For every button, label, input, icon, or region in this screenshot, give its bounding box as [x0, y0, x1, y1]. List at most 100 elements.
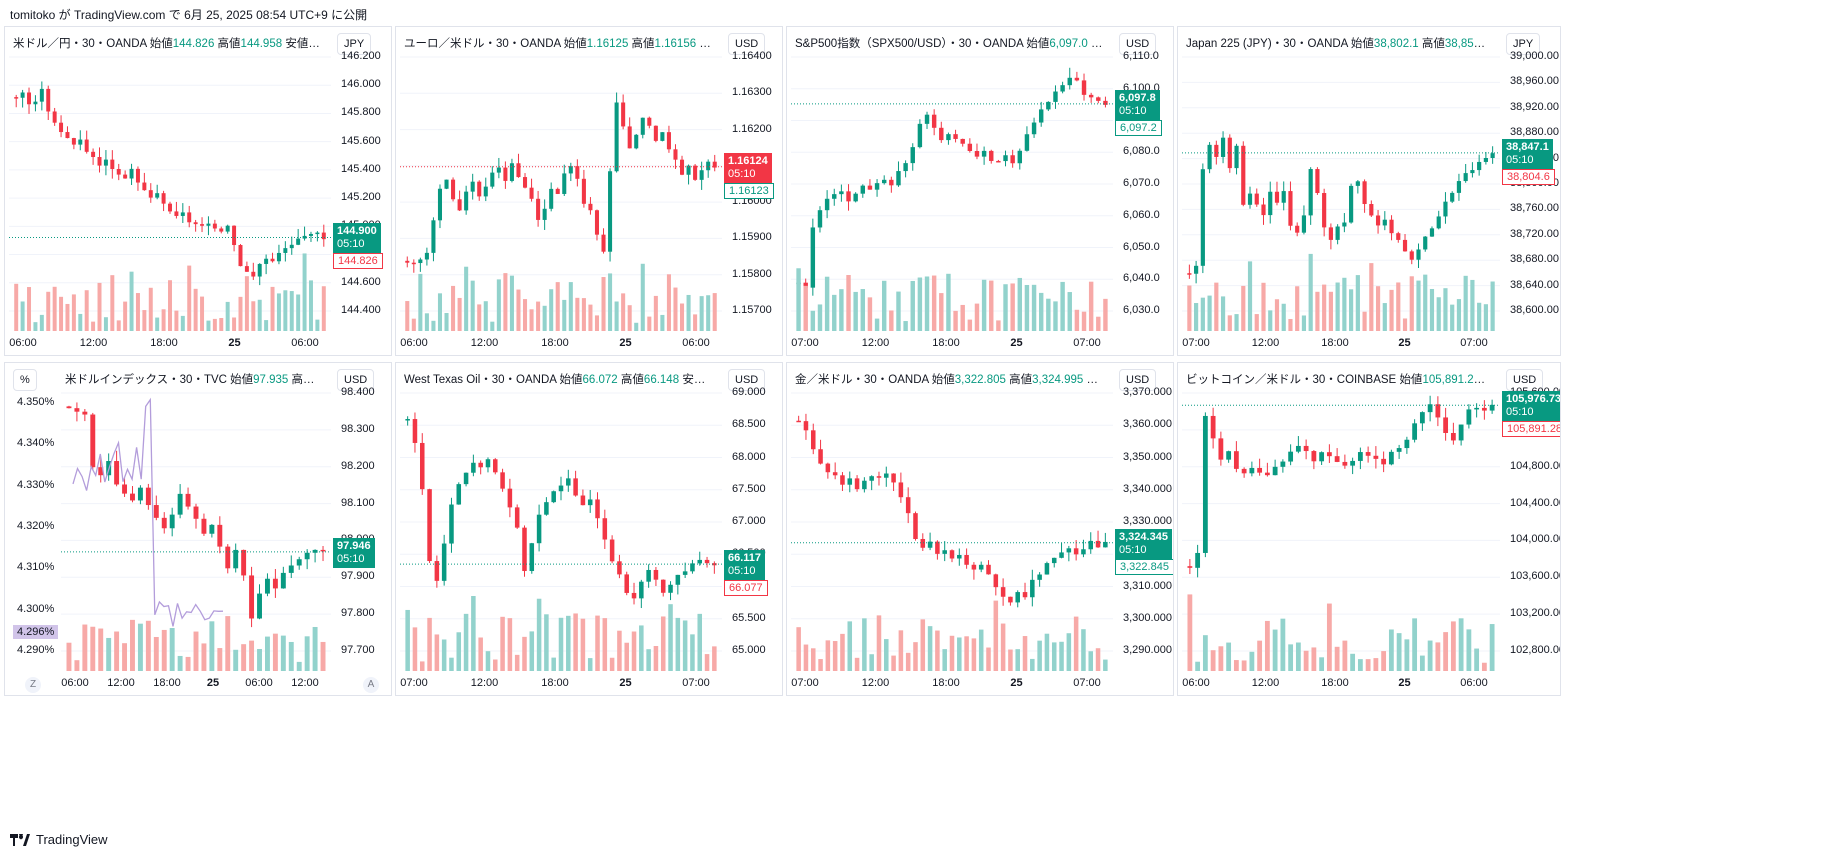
price-chart-spx[interactable]: [787, 27, 1174, 356]
currency-button[interactable]: USD: [337, 369, 375, 391]
price-axis-label: 98.300: [341, 422, 375, 435]
candle-body: [411, 262, 416, 265]
currency-button[interactable]: USD: [1119, 369, 1157, 391]
price-chart-usdjpy[interactable]: [5, 27, 392, 356]
price-chart-wti[interactable]: [396, 363, 783, 696]
price-axis-label: 145.800: [341, 106, 381, 119]
candle-body: [568, 166, 573, 174]
volume-bar: [874, 318, 880, 331]
currency-button[interactable]: JPY: [1506, 33, 1541, 55]
candle-body: [1382, 219, 1387, 226]
volume-bar: [427, 617, 432, 671]
price-chart-dxy[interactable]: [5, 363, 392, 696]
currency-button[interactable]: USD: [728, 33, 766, 55]
candle-body: [405, 419, 410, 421]
candle-body: [1249, 467, 1255, 474]
candle-body: [846, 191, 851, 202]
candle-body: [942, 550, 947, 554]
candle-body: [889, 179, 894, 186]
candle-body: [634, 134, 639, 149]
volume-bar: [1328, 291, 1333, 331]
candle-body: [280, 572, 286, 589]
time-axis-label: 12:00: [107, 677, 135, 689]
volume-bar: [1427, 640, 1433, 671]
candle-body: [1046, 101, 1051, 110]
volume-bar: [1355, 275, 1360, 331]
volume-bar: [1301, 315, 1307, 331]
candle-body: [810, 227, 816, 288]
price-axis-label: 3,310.000: [1123, 579, 1172, 592]
price-axis-label: 1.15800: [732, 267, 772, 280]
last-price-badge: 1.16124 05:10: [724, 152, 772, 183]
candle-body: [924, 114, 930, 124]
volume-bar: [161, 309, 166, 331]
candle-body: [1187, 566, 1193, 568]
candle-body: [1053, 91, 1058, 102]
volume-bar: [1373, 658, 1379, 671]
last-price-badge: 6,097.8 05:10: [1115, 89, 1160, 120]
time-axis-label: 12:00: [1251, 677, 1280, 689]
footer[interactable]: TradingView: [10, 832, 108, 847]
open-value: 105,891.27: [1422, 374, 1480, 386]
chart-panel-usdjpy[interactable]: 米ドル／円・30・OANDA 始値144.826 高値144.958 安値144…: [4, 26, 392, 356]
currency-button[interactable]: USD: [728, 369, 766, 391]
candle-body: [1416, 249, 1421, 260]
price-chart-eurusd[interactable]: [396, 27, 783, 356]
volume-bar: [1194, 303, 1199, 331]
candle-body: [1088, 540, 1094, 550]
currency-button[interactable]: JPY: [337, 33, 372, 55]
price-chart-btcusd[interactable]: [1178, 363, 1561, 696]
volume-bar: [1443, 288, 1448, 331]
price-axis-label: 1.16400: [732, 50, 772, 62]
candle-body: [601, 234, 606, 252]
volume-bar: [647, 316, 652, 331]
candle-body: [1074, 77, 1080, 81]
currency-button[interactable]: USD: [1119, 33, 1157, 55]
currency-button[interactable]: USD: [1506, 369, 1544, 391]
chart-panel-xauusd[interactable]: 金／米ドル・30・OANDA 始値3,322.805 高値3,324.995 安…: [786, 362, 1174, 696]
chart-panel-jp225[interactable]: Japan 225 (JPY)・30・OANDA 始値38,802.1 高値38…: [1177, 26, 1561, 356]
chart-panel-eurusd[interactable]: ユーロ／米ドル・30・OANDA 始値1.16125 高値1.16156 安値……: [395, 26, 783, 356]
volume-bar: [847, 621, 853, 671]
high-value: …: [315, 374, 321, 386]
volume-bar: [1342, 277, 1347, 331]
candle-body: [986, 564, 991, 575]
percent-scale-button[interactable]: %: [13, 369, 37, 391]
volume-bar: [283, 290, 288, 331]
auto-scale-button[interactable]: A: [363, 677, 379, 693]
volume-bar: [1396, 282, 1401, 331]
volume-bar: [996, 320, 1001, 331]
volume-bar: [522, 636, 527, 671]
candle-body: [142, 182, 147, 191]
time-axis-label: 06:00: [400, 337, 428, 349]
candle-body: [903, 163, 908, 172]
candle-body: [1088, 94, 1094, 98]
candle-body: [1355, 181, 1360, 186]
chart-panel-btcusd[interactable]: ビットコイン／米ドル・30・COINBASE 始値105,891.27 高値… U…: [1177, 362, 1561, 696]
candle-body: [412, 419, 418, 443]
zoom-button[interactable]: Z: [25, 677, 41, 693]
chart-panel-spx[interactable]: S&P500指数（SPX500/USD）・30・OANDA 始値6,097.0 …: [786, 26, 1174, 356]
volume-bar: [1081, 629, 1086, 671]
candle-body: [161, 193, 166, 204]
candle-body: [1067, 77, 1072, 86]
publish-info: tomitoko が TradingView.com で 6月 25, 2025…: [10, 8, 368, 22]
candle-body: [206, 223, 211, 226]
last-price: 144.900: [337, 225, 377, 238]
candle-body: [595, 499, 600, 519]
candle-body: [97, 157, 102, 166]
candle-body: [1288, 191, 1293, 226]
chart-panel-wti[interactable]: West Texas Oil・30・OANDA 始値66.072 高値66.14…: [395, 362, 783, 696]
volume-bar: [97, 282, 102, 331]
volume-bar: [673, 287, 678, 331]
price-chart-jp225[interactable]: [1178, 27, 1561, 356]
price-chart-xauusd[interactable]: [787, 363, 1174, 696]
volume-bar: [957, 637, 962, 671]
candle-body: [1073, 548, 1079, 555]
volume-bar: [634, 322, 639, 331]
last-price: 66.117: [728, 552, 762, 565]
volume-bar: [853, 291, 858, 331]
candle-body: [1301, 215, 1307, 233]
candle-body: [1342, 461, 1348, 466]
